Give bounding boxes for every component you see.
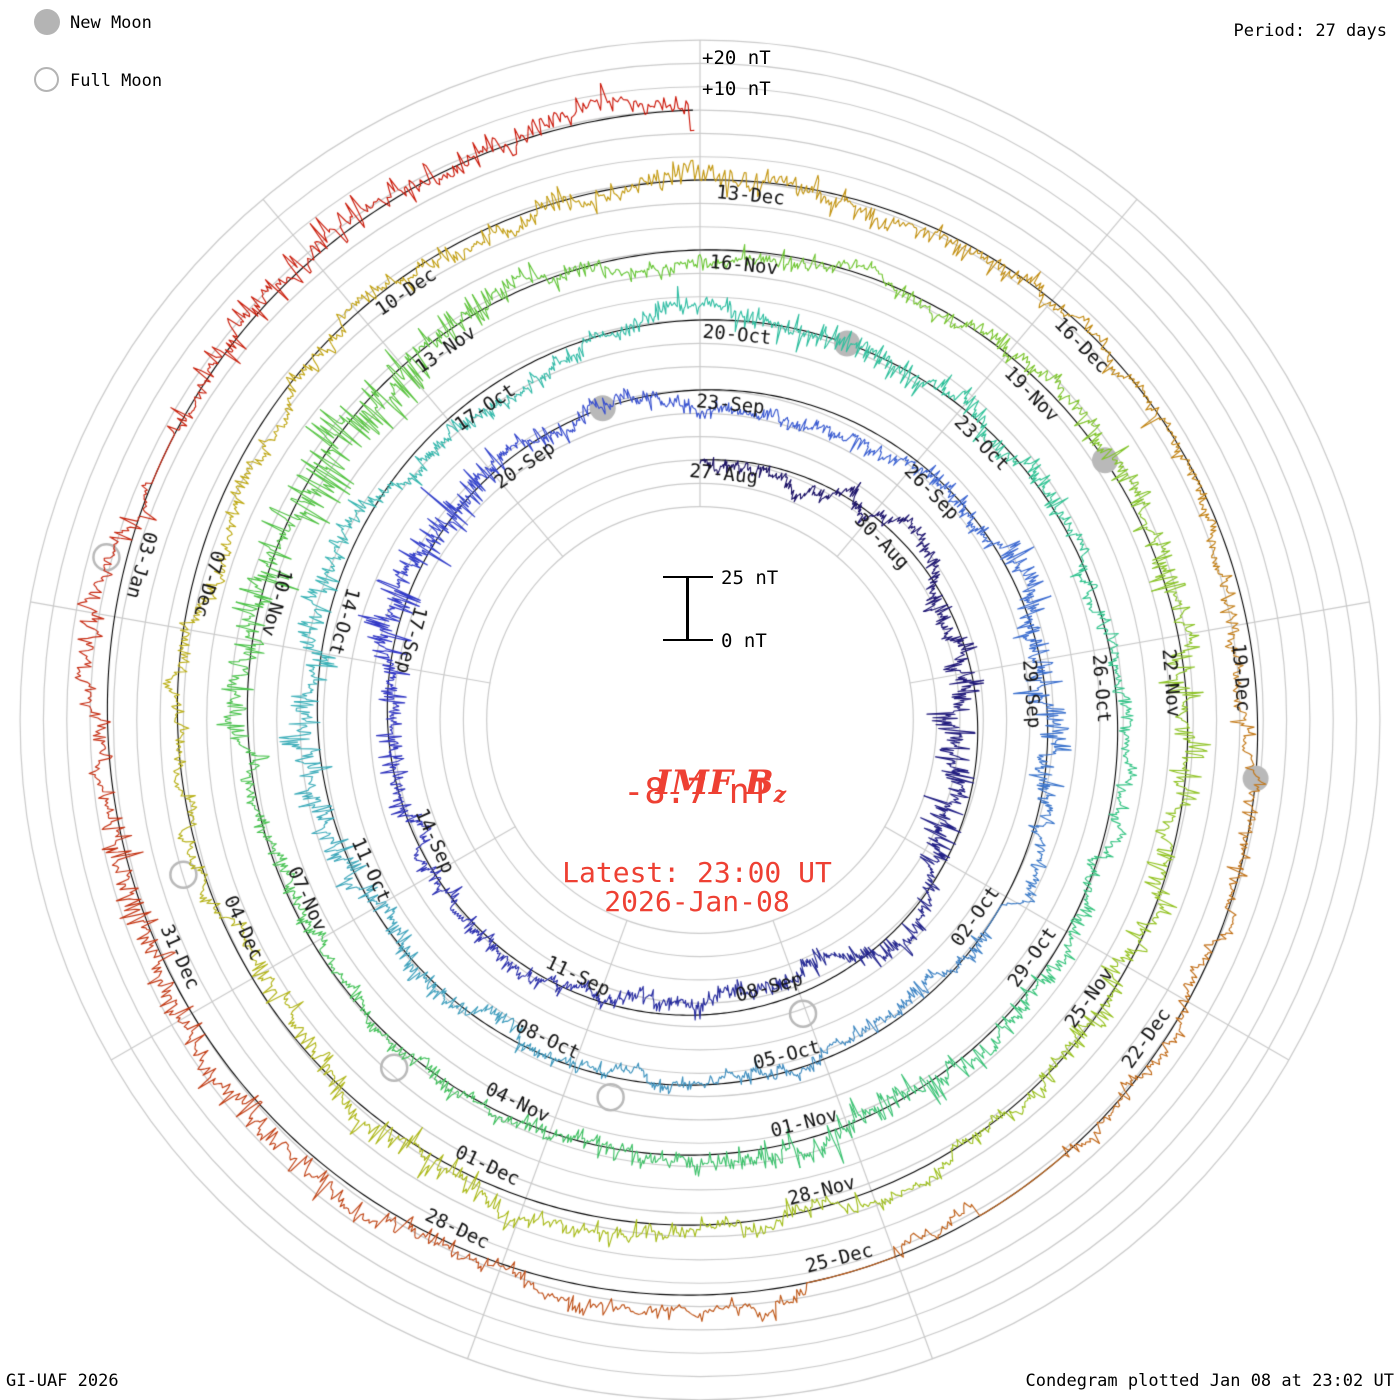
scalebar-zero-label: 0 nT (721, 630, 767, 652)
scalebar-max-label: 25 nT (721, 567, 779, 589)
quantity-title-subscript: z (773, 781, 787, 808)
legend-new-moon-label: New Moon (70, 13, 152, 33)
legend-full-moon-label: Full Moon (70, 71, 163, 91)
new-moon-icon (34, 9, 60, 35)
latest-bz-value: -8.7 nT (623, 772, 771, 812)
latest-date-label: 2026-Jan-08 (604, 885, 790, 918)
scalebar-top-cap (663, 576, 713, 578)
latest-time-label: Latest: 23:00 UT (562, 856, 832, 889)
credit-label: GI-UAF 2026 (6, 1371, 119, 1391)
scalebar-line (686, 577, 689, 640)
scalebar-bottom-cap (663, 639, 713, 641)
plus10-gridline-label: +10 nT (702, 78, 771, 100)
quantity-title-text: IMF B (655, 763, 774, 803)
full-moon-icon (34, 67, 59, 92)
period-label: Period: 27 days (1233, 21, 1387, 41)
plus20-gridline-label: +20 nT (702, 47, 771, 69)
plotted-timestamp: Condegram plotted Jan 08 at 23:02 UT (1025, 1371, 1394, 1391)
quantity-title: IMF Bz (608, 723, 786, 848)
